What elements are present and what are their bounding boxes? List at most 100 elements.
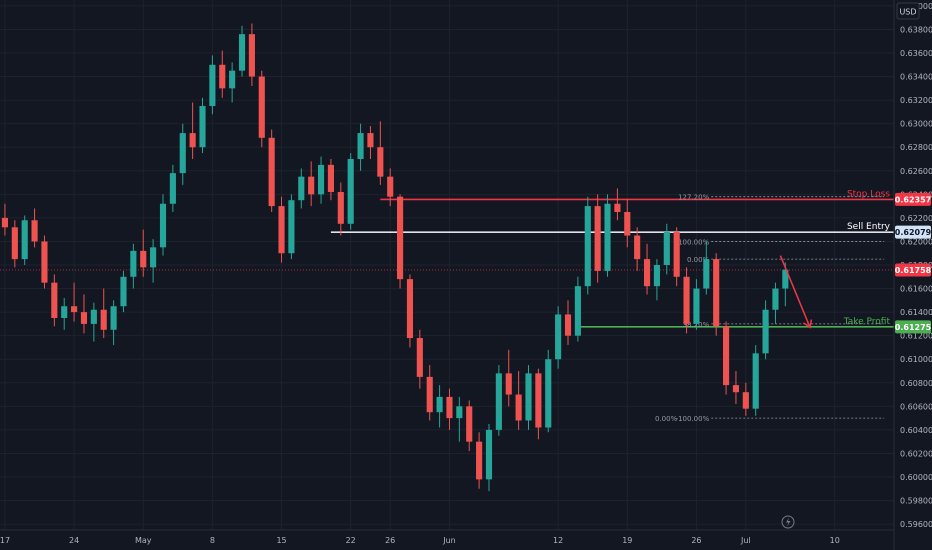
candle-body bbox=[179, 133, 186, 174]
candle-body bbox=[555, 314, 562, 360]
time-tick-label: 22 bbox=[346, 536, 356, 545]
candle-body bbox=[169, 173, 176, 204]
candle-body bbox=[11, 227, 18, 260]
candle-body bbox=[505, 373, 512, 395]
candle-body bbox=[584, 206, 591, 287]
price-tick-label: 0.63600 bbox=[900, 49, 932, 58]
candle-body bbox=[742, 392, 749, 409]
candle-body bbox=[446, 396, 453, 419]
price-tick-label: 0.63400 bbox=[900, 73, 932, 82]
candle-body bbox=[673, 232, 680, 277]
candle-body bbox=[653, 265, 660, 287]
currency-label: USD bbox=[899, 8, 916, 17]
candle-body bbox=[41, 241, 48, 283]
price-tick-label: 0.62200 bbox=[900, 214, 932, 223]
candle-body bbox=[495, 373, 502, 430]
candle-body bbox=[1, 217, 9, 228]
arrow-shaft bbox=[779, 255, 811, 328]
time-tick-label: 17 bbox=[0, 536, 10, 545]
level-label: Take Profit bbox=[843, 317, 891, 327]
candle-body bbox=[406, 279, 414, 339]
price-tick-label: 0.59800 bbox=[900, 497, 932, 506]
candle-body bbox=[120, 276, 127, 307]
price-tag-label: 0.62079 bbox=[895, 228, 932, 237]
candle-body bbox=[80, 312, 88, 324]
candle-body bbox=[209, 64, 216, 106]
candle-body bbox=[90, 309, 97, 324]
price-tick-label: 0.60200 bbox=[900, 449, 932, 458]
candle-body bbox=[189, 133, 196, 148]
price-tick-label: 0.63800 bbox=[900, 25, 932, 34]
candle-body bbox=[248, 34, 255, 77]
candle-body bbox=[476, 441, 483, 480]
time-tick-label: 10 bbox=[830, 536, 840, 545]
fib-label: 0.00% bbox=[655, 415, 678, 423]
price-tag bbox=[895, 192, 931, 206]
candle-body bbox=[416, 338, 423, 377]
price-tick-label: 0.61400 bbox=[900, 308, 932, 317]
candle-body bbox=[545, 359, 552, 428]
lightning-icon[interactable] bbox=[781, 515, 795, 529]
candle-body bbox=[298, 176, 305, 201]
candle-body bbox=[238, 34, 246, 71]
price-tick-label: 0.62800 bbox=[900, 143, 932, 152]
price-tick-label: 0.60600 bbox=[900, 402, 932, 411]
candle-body bbox=[515, 394, 522, 421]
price-tick-label: 0.62000 bbox=[900, 237, 932, 246]
price-tag-label: 0.62357 bbox=[895, 195, 931, 204]
time-tick-label: Jul bbox=[740, 536, 751, 545]
candle-body bbox=[634, 235, 641, 260]
candle-body bbox=[150, 247, 157, 268]
candle-body bbox=[337, 191, 344, 224]
price-tick-label: 0.60000 bbox=[900, 473, 932, 482]
candle-body bbox=[347, 159, 354, 224]
candle-body bbox=[604, 203, 611, 271]
time-tick-label: Jun bbox=[442, 536, 456, 545]
time-tick-label: 24 bbox=[69, 536, 79, 545]
candle-body bbox=[663, 232, 670, 265]
fib-label: -100.00% bbox=[676, 415, 710, 423]
candle-body bbox=[31, 220, 38, 242]
candle-body bbox=[278, 206, 285, 254]
candle-body bbox=[357, 133, 364, 159]
candle-body bbox=[485, 429, 493, 480]
time-tick-label: 26 bbox=[385, 536, 395, 545]
candle-body bbox=[525, 373, 532, 421]
candle-body bbox=[683, 276, 690, 324]
candle-body bbox=[268, 137, 275, 207]
price-tick-label: 0.61200 bbox=[900, 332, 932, 341]
candle-body bbox=[732, 385, 740, 393]
time-axis[interactable]: 17 24 May 8 15 22 26 Jun 12 19 26 Jul 10 bbox=[0, 536, 840, 545]
candle-body bbox=[387, 176, 394, 197]
candle-body bbox=[535, 373, 542, 428]
candle-body bbox=[752, 353, 759, 409]
fib-label: 127.20% bbox=[678, 194, 709, 202]
price-tags: 0.62357 0.62079 0.61275 0.61758 bbox=[895, 192, 932, 334]
price-tick-label: 0.63000 bbox=[900, 120, 932, 129]
currency-button[interactable] bbox=[896, 2, 920, 20]
candle-body bbox=[594, 206, 601, 271]
candle-body bbox=[426, 376, 433, 413]
candle-body bbox=[693, 288, 700, 324]
candle-body bbox=[367, 133, 374, 148]
candle-body bbox=[772, 288, 779, 310]
candle-body bbox=[723, 326, 730, 386]
level-label: Sell Entry bbox=[847, 222, 891, 232]
candle-body bbox=[71, 306, 78, 313]
candle-body bbox=[624, 212, 631, 236]
time-tick-label: 8 bbox=[210, 536, 215, 545]
candle-body bbox=[288, 200, 295, 254]
price-tick-label: 0.62600 bbox=[900, 167, 932, 176]
price-tag-label: 0.61275 bbox=[895, 323, 932, 332]
candle-body bbox=[140, 250, 147, 268]
candle-body bbox=[229, 70, 236, 89]
candle-body bbox=[703, 259, 710, 289]
candle-body bbox=[159, 203, 167, 248]
candle-body bbox=[614, 203, 621, 212]
price-tag bbox=[895, 225, 931, 239]
candle-body bbox=[713, 259, 720, 327]
fib-label: 0.00% bbox=[687, 256, 710, 264]
price-tag bbox=[895, 320, 931, 334]
candle-body bbox=[308, 176, 315, 195]
